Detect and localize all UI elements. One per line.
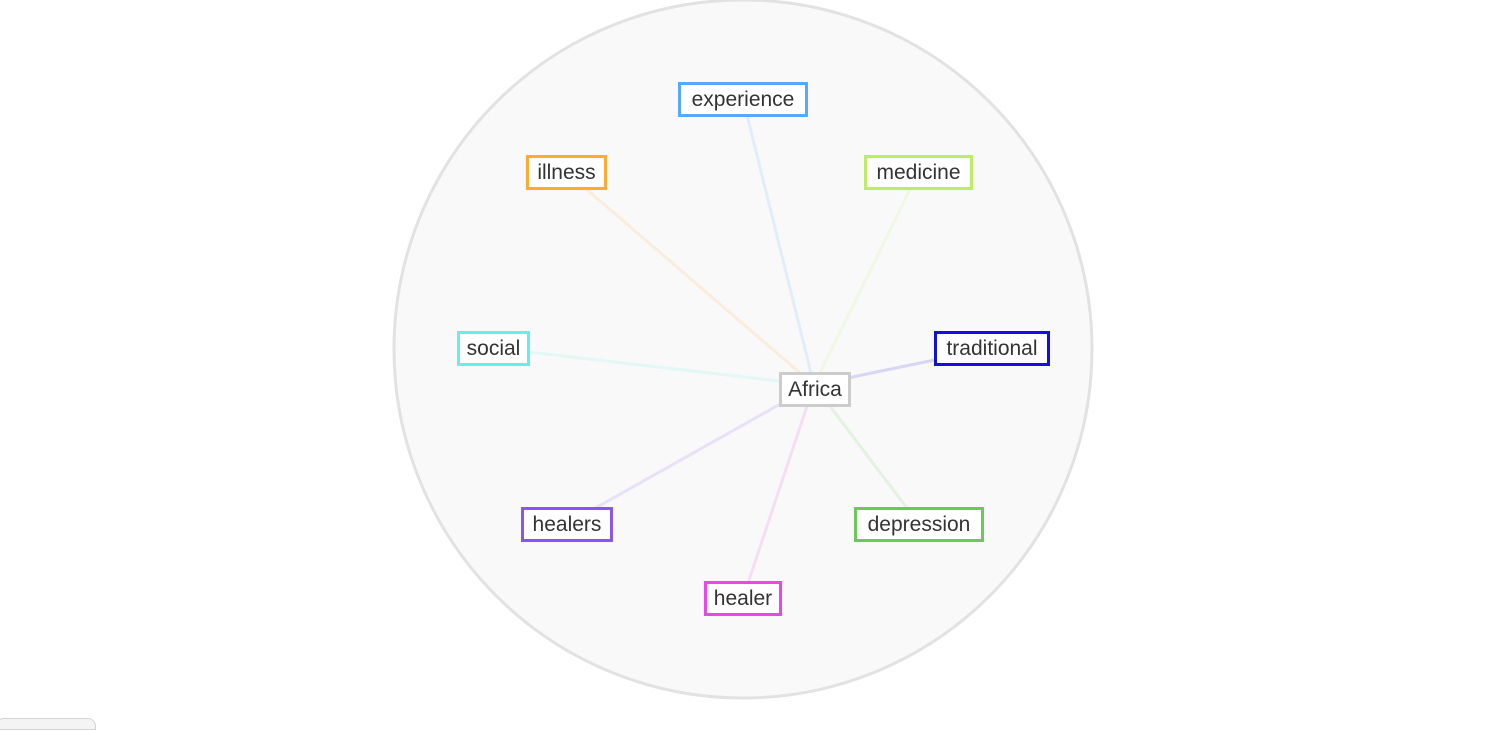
node-healers[interactable]: healers (521, 507, 613, 542)
node-label: experience (691, 88, 795, 111)
edge-healer (741, 384, 816, 599)
node-medicine[interactable]: medicine (864, 155, 973, 190)
node-illness[interactable]: illness (526, 155, 607, 190)
node-social[interactable]: social (457, 331, 530, 366)
node-label: Africa (788, 378, 842, 401)
edge-depression (812, 384, 921, 525)
node-label: traditional (946, 337, 1038, 360)
edge-medicine (812, 171, 920, 386)
node-africa[interactable]: Africa (779, 372, 851, 407)
panel-tab[interactable] (0, 718, 96, 730)
node-depression[interactable]: depression (854, 507, 984, 542)
node-label: depression (867, 513, 971, 536)
edge-illness (565, 170, 815, 387)
node-label: medicine (876, 161, 961, 184)
node-label: illness (537, 161, 596, 184)
edge-experience (741, 98, 816, 386)
node-traditional[interactable]: traditional (934, 331, 1050, 366)
edge-healers (566, 383, 815, 526)
node-experience[interactable]: experience (678, 82, 808, 117)
node-label: healers (532, 513, 602, 536)
node-label: social (466, 337, 521, 360)
edge-social (493, 346, 815, 387)
node-label: healer (713, 587, 773, 610)
node-healer[interactable]: healer (704, 581, 782, 616)
